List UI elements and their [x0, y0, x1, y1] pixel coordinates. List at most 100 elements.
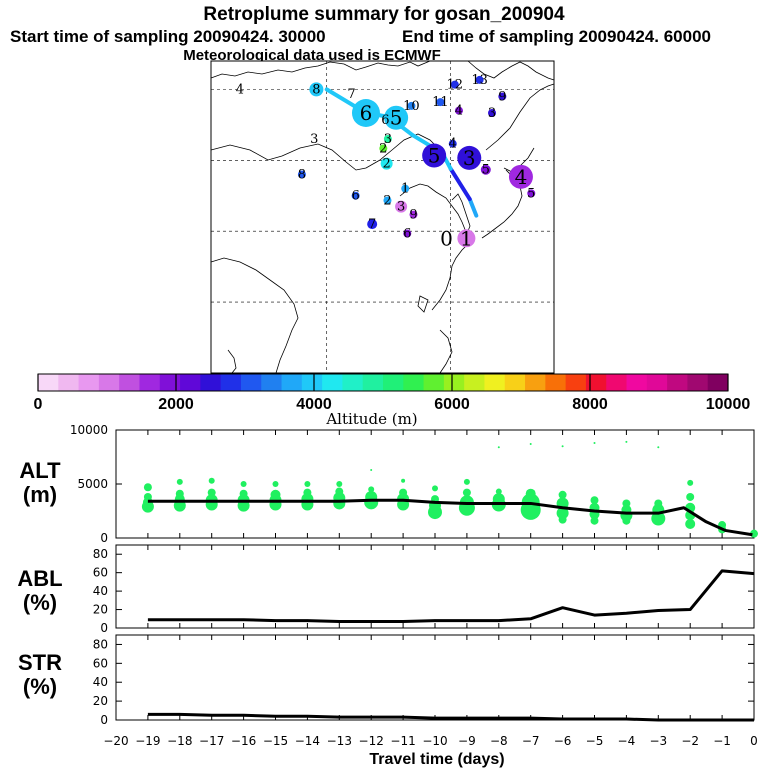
colorbar-cell: [423, 374, 445, 391]
colorbar-cell: [261, 374, 283, 391]
trajectory-day-label: 3: [397, 200, 405, 215]
colorbar-tick-label: 6000: [434, 396, 470, 413]
coastline-taiwan: [417, 295, 429, 313]
trajectory-cluster-circle: [448, 139, 457, 148]
x-tick-label: −11: [390, 734, 415, 748]
colorbar-cell: [139, 374, 161, 391]
altitude-cluster-point: [622, 516, 631, 525]
trajectory-cluster-circle: [480, 164, 491, 175]
colorbar-tick-label: 0: [34, 396, 43, 413]
start-time-label: Start time of sampling 20090424. 30000: [10, 27, 326, 46]
trajectory-day-label: 9: [498, 89, 506, 104]
altitude-cluster-point: [590, 496, 599, 505]
y-tick-label: 60: [93, 656, 108, 670]
trajectory-day-label: 2: [379, 141, 387, 156]
alt-panel-title: ALT: [19, 458, 61, 483]
trajectory-cluster-circle: [475, 75, 484, 84]
colorbar-cell: [525, 374, 546, 391]
altitude-cluster-point: [625, 440, 628, 443]
altitude-cluster-point: [368, 486, 375, 493]
trajectory-cluster-circle: [384, 105, 409, 130]
trajectory-day-label: 2: [383, 193, 391, 208]
end-time-label: End time of sampling 20090424. 60000: [402, 27, 711, 46]
coastline-indochina: [210, 257, 299, 374]
series-line: [147, 712, 754, 722]
colorbar-cell: [220, 374, 242, 391]
altitude-cluster-point: [143, 483, 152, 492]
colorbar-cell: [78, 374, 100, 391]
trajectory-cluster-circle: [297, 170, 306, 179]
x-tick-label: 0: [750, 734, 758, 748]
colorbar-cell: [119, 374, 140, 391]
altitude-cluster-point: [593, 441, 596, 444]
trajectory-cluster-circle: [422, 143, 447, 168]
trajectory-day-label: 5: [482, 163, 490, 178]
trajectory-day-label: 7: [368, 217, 376, 232]
x-tick-label: −8: [490, 734, 508, 748]
trajectory-cluster-circle: [380, 157, 393, 170]
altitude-cluster-point: [561, 445, 564, 448]
trajectory-cluster-circle: [351, 99, 380, 127]
trajectory-day-label: 2: [382, 157, 390, 172]
trajectory-segment: [448, 166, 472, 202]
y-tick-label: 20: [93, 603, 108, 617]
trajectory-day-label: 7: [347, 87, 355, 102]
coastline-inland: [210, 133, 441, 171]
trajectory-cluster-circle: [409, 210, 418, 219]
altitude-cluster-point: [336, 481, 343, 487]
altitude-colorbar: 0 2000 4000 6000 8000 10000 Altitude (m): [34, 373, 750, 428]
altitude-cluster-point: [432, 485, 438, 492]
trajectory-segment: [467, 197, 479, 218]
colorbar-cell: [58, 374, 80, 391]
altitude-cluster-point: [370, 468, 373, 471]
colorbar-cell: [585, 374, 607, 391]
trajectory-day-label: 12: [447, 78, 464, 93]
x-tick-label: −5: [586, 734, 604, 748]
x-tick-label: −14: [295, 734, 320, 748]
abl-panel-unit: (%): [23, 590, 57, 615]
colorbar-cell: [626, 374, 648, 391]
figure-title: Retroplume summary for gosan_200904: [203, 4, 565, 25]
trajectory-day-label: 6: [403, 227, 411, 242]
trajectory-day-label: 4: [236, 82, 244, 97]
trajectory-day-label: 3: [463, 146, 476, 170]
altitude-cluster-point: [558, 490, 567, 499]
trajectory-cluster-circle: [407, 101, 416, 110]
y-tick-label: 5000: [77, 477, 108, 491]
x-tick-label: −9: [458, 734, 476, 748]
trajectory-day-label: 0: [440, 226, 453, 250]
coastline-korea: [399, 183, 471, 311]
trajectory-day-label: 10: [403, 99, 420, 114]
altitude-cluster-point: [304, 481, 311, 487]
series-line: [147, 498, 753, 537]
trajectory-cluster-circle: [403, 229, 412, 238]
altitude-cluster-point: [657, 446, 660, 449]
trajectory-cluster-circle: [498, 92, 507, 101]
colorbar-cell: [565, 374, 587, 391]
trajectory-cluster-circle: [508, 164, 533, 189]
trajectory-day-label: 5: [527, 186, 535, 201]
y-tick-label: 10000: [70, 423, 108, 437]
trajectory-cluster-circle: [383, 196, 392, 205]
colorbar-cell: [362, 374, 384, 391]
met-data-label: Meteorological data used is ECMWF: [183, 47, 441, 64]
str-panel-title: STR: [18, 650, 62, 675]
colorbar-cell: [301, 374, 323, 391]
colorbar-cell: [545, 374, 567, 391]
altitude-cluster-point: [687, 479, 694, 486]
x-tick-label: −4: [618, 734, 636, 748]
x-tick-label: −7: [522, 734, 540, 748]
trajectory-cluster-circle: [383, 135, 392, 143]
trajectory-cluster-circle: [450, 80, 459, 89]
altitude-cluster-point: [272, 481, 279, 487]
colorbar-cell: [707, 374, 729, 391]
x-tick-label: −2: [681, 734, 699, 748]
x-tick-label: −6: [554, 734, 572, 748]
trajectory-cluster-circle: [454, 106, 463, 115]
trajectory-day-label: 13: [471, 73, 488, 88]
altitude-cluster-point: [495, 488, 502, 495]
colorbar-cells: [38, 374, 729, 391]
trajectory-day-label: 3: [488, 106, 496, 121]
